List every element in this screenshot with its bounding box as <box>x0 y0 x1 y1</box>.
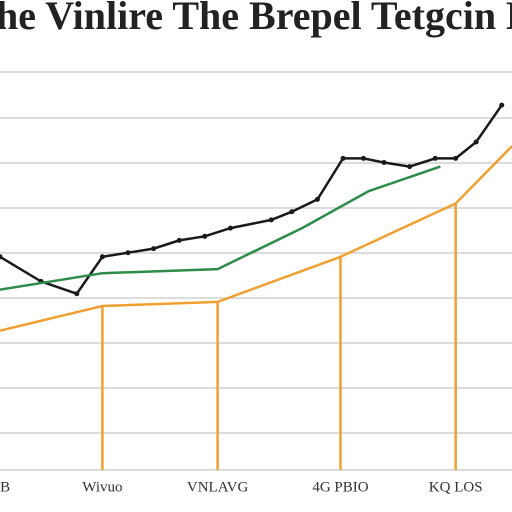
marker <box>473 139 479 145</box>
marker <box>361 155 367 161</box>
series-line <box>0 145 512 332</box>
x-tick-label: KQ LOS <box>429 479 483 495</box>
marker <box>381 160 387 165</box>
marker <box>74 291 80 297</box>
marker <box>0 254 3 260</box>
marker <box>289 209 295 215</box>
x-tick-label: 4G PBIO <box>312 479 368 495</box>
marker <box>125 250 131 256</box>
marker <box>499 102 505 108</box>
marker <box>176 237 182 243</box>
marker <box>227 225 233 231</box>
x-tick-label: Wivuo <box>82 479 122 495</box>
marker <box>314 196 320 202</box>
x-tick-label: VNLAVG <box>187 479 249 495</box>
marker <box>268 217 274 223</box>
marker <box>99 254 105 260</box>
marker <box>453 155 459 161</box>
marker <box>432 155 438 161</box>
marker <box>407 164 413 170</box>
series-line <box>0 104 503 296</box>
x-tick-label: B <box>0 479 10 495</box>
marker <box>340 155 346 161</box>
grid <box>0 71 512 471</box>
series-line <box>0 165 441 291</box>
chart-title: he Vinlire The Brepel Tetgcin B <box>0 0 512 38</box>
marker <box>202 233 208 239</box>
marker <box>151 246 157 252</box>
